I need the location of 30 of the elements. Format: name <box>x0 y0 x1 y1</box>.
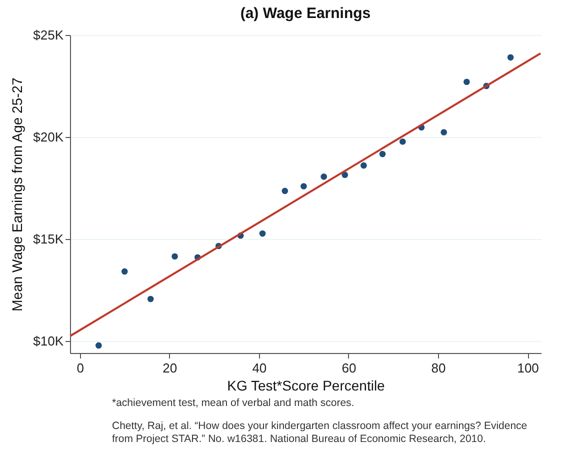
point <box>95 342 102 349</box>
x-tick-label: 40 <box>252 360 267 376</box>
point <box>282 188 288 194</box>
point <box>464 78 470 86</box>
point <box>360 162 367 169</box>
x-tick-label: 0 <box>76 360 84 376</box>
text: Chetty, Raj, et al. “How does your kindergarten classroom affect your earnings? Evidence <box>112 420 528 432</box>
x-tick-label: 80 <box>431 360 446 376</box>
y-tick-label: $20K <box>33 129 64 144</box>
x-axis-title: KG Test*Score Percentile <box>227 378 386 394</box>
point <box>172 253 178 260</box>
x-tick-label: 20 <box>162 360 178 376</box>
y-axis-title: Mean Wage Earnings from Age 25-27 <box>9 77 26 312</box>
y-tick-label: $25K <box>33 28 64 42</box>
text: from Project STAR.” No. w16381. National Bureau of Economic Research, 2010. <box>112 433 486 445</box>
point <box>121 268 128 275</box>
x-tick-label: 100 <box>517 360 539 376</box>
point <box>300 183 307 190</box>
point <box>379 150 386 158</box>
point <box>147 296 154 302</box>
point <box>320 174 328 180</box>
point <box>399 138 406 145</box>
point <box>259 230 266 237</box>
y-tick-label: $15K <box>33 231 64 246</box>
chart-title: (a) Wage Earnings <box>240 5 371 22</box>
text: *achievement test, mean of verbal and math scores. <box>112 397 354 409</box>
y-tick-label: $10K <box>33 333 64 348</box>
point <box>507 54 514 61</box>
x-tick-label: 60 <box>342 360 356 376</box>
point <box>440 129 448 136</box>
